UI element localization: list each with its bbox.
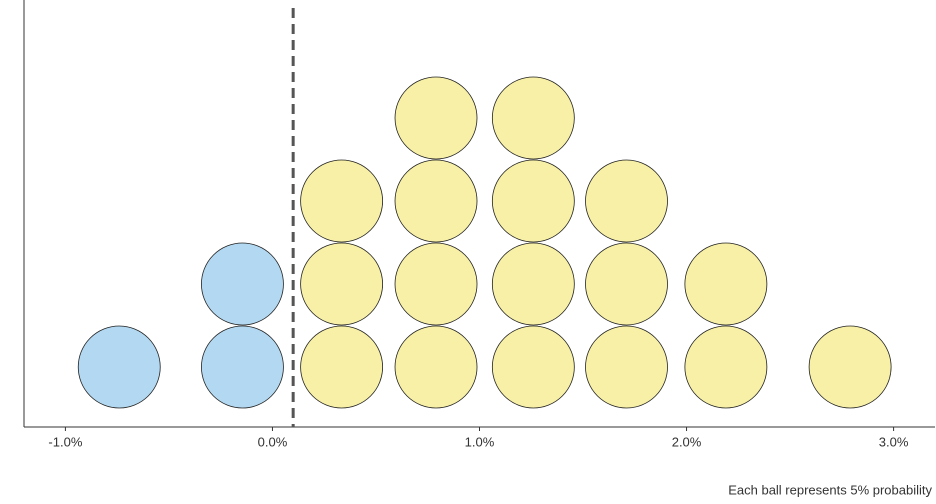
ball xyxy=(491,325,575,409)
ball xyxy=(201,325,284,409)
ball xyxy=(491,159,575,243)
ball xyxy=(585,325,668,409)
ball xyxy=(394,242,478,326)
ball xyxy=(684,242,768,326)
ball xyxy=(394,159,478,243)
ball xyxy=(394,76,478,160)
ball xyxy=(300,325,384,409)
ball xyxy=(585,159,668,243)
x-tick-label: -1.0% xyxy=(48,434,82,449)
ball xyxy=(394,325,478,409)
ball xyxy=(77,325,161,409)
caption: Each ball represents 5% probability xyxy=(728,482,932,497)
ball xyxy=(201,242,284,326)
x-tick-label: 3.0% xyxy=(879,434,909,449)
ball xyxy=(491,76,575,160)
x-tick-label: 1.0% xyxy=(465,434,495,449)
x-tick-label: 2.0% xyxy=(672,434,702,449)
ball xyxy=(300,159,384,243)
x-tick-label: 0.0% xyxy=(258,434,288,449)
ball xyxy=(684,325,768,409)
ball xyxy=(491,242,575,326)
ball xyxy=(808,325,892,409)
ball xyxy=(585,242,668,326)
ball xyxy=(300,242,384,326)
